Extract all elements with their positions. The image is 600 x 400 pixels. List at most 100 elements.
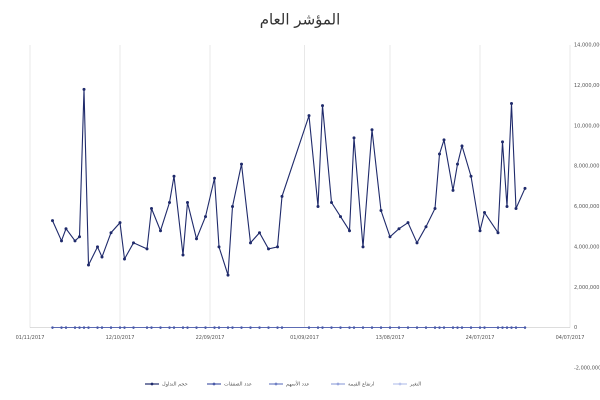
- point: [78, 235, 81, 239]
- y-tick-label: 6,000,000: [574, 204, 599, 210]
- point: [109, 326, 113, 329]
- point: [168, 326, 171, 329]
- point: [195, 237, 198, 241]
- point: [316, 326, 320, 329]
- x-tick-label: 24/07/2017: [466, 335, 495, 341]
- point: [213, 326, 216, 329]
- point: [348, 326, 351, 329]
- y-tick-label: 0: [574, 325, 577, 331]
- y-tick-label: -2,000,000: [574, 366, 600, 372]
- x-tick-label: 22/09/2017: [196, 335, 225, 341]
- point: [82, 87, 86, 91]
- point: [226, 326, 230, 329]
- point: [195, 326, 198, 329]
- point: [424, 225, 428, 229]
- y-tick-label: 4,000,000: [574, 244, 599, 250]
- point: [397, 227, 401, 231]
- legend-marker: [150, 382, 154, 386]
- point: [181, 253, 185, 257]
- legend-label: عدد الصفقات: [224, 382, 252, 388]
- point: [307, 114, 311, 118]
- point: [60, 326, 63, 329]
- point: [100, 326, 104, 329]
- legend-marker: [274, 382, 278, 386]
- x-tick-label: 01/09/2017: [290, 335, 319, 341]
- point: [172, 326, 176, 329]
- point: [240, 162, 243, 166]
- legend-label: حجم التداول: [162, 382, 188, 388]
- point: [276, 326, 279, 329]
- point: [132, 326, 135, 329]
- point: [307, 326, 311, 329]
- point: [469, 326, 473, 329]
- x-tick-label: 04/07/2017: [556, 335, 585, 341]
- point: [181, 326, 185, 329]
- point: [186, 200, 189, 204]
- point: [321, 326, 324, 329]
- point: [78, 326, 81, 329]
- point: [204, 215, 207, 219]
- point: [267, 326, 270, 329]
- point: [406, 326, 410, 329]
- point: [406, 221, 410, 225]
- point: [217, 326, 221, 329]
- point: [361, 326, 365, 329]
- legend-label: التغير: [409, 382, 421, 388]
- point: [51, 326, 54, 329]
- legend-marker: [212, 382, 216, 386]
- point: [496, 231, 500, 235]
- point: [438, 326, 441, 329]
- point: [483, 211, 486, 215]
- point: [370, 326, 374, 329]
- y-tick-label: 8,000,000: [574, 164, 599, 170]
- point: [172, 174, 176, 178]
- point: [249, 241, 252, 245]
- x-tick-label: 13/08/2017: [376, 335, 405, 341]
- point: [240, 326, 243, 329]
- point: [510, 102, 513, 106]
- point: [82, 326, 86, 329]
- point: [514, 326, 518, 329]
- point: [280, 194, 284, 198]
- point: [258, 231, 261, 235]
- point: [64, 227, 68, 231]
- point: [501, 140, 504, 144]
- point: [460, 144, 464, 148]
- y-tick-label: 10,000,000: [574, 123, 600, 129]
- point: [361, 245, 365, 249]
- point: [276, 245, 279, 249]
- point: [87, 326, 90, 329]
- point: [339, 326, 342, 329]
- point: [226, 273, 230, 277]
- point: [231, 205, 234, 208]
- point: [505, 205, 509, 208]
- point: [339, 215, 342, 219]
- point: [87, 263, 90, 267]
- point: [159, 326, 162, 329]
- point: [159, 229, 162, 233]
- point: [150, 207, 153, 211]
- point: [523, 326, 527, 329]
- point: [321, 104, 324, 108]
- point: [330, 326, 333, 329]
- point: [150, 326, 153, 329]
- point: [258, 326, 261, 329]
- point: [456, 162, 459, 166]
- point: [123, 326, 126, 329]
- point: [415, 326, 419, 329]
- y-tick-label: 2,000,000: [574, 285, 599, 291]
- point: [60, 239, 63, 243]
- point: [478, 229, 482, 233]
- point: [186, 326, 189, 329]
- point: [442, 326, 446, 329]
- point: [397, 326, 401, 329]
- point: [352, 136, 356, 140]
- point: [433, 326, 437, 329]
- point: [204, 326, 207, 329]
- point: [388, 326, 392, 329]
- point: [514, 207, 518, 211]
- point: [348, 229, 351, 233]
- y-tick-label: 12,000,000: [574, 83, 600, 89]
- point: [249, 326, 252, 329]
